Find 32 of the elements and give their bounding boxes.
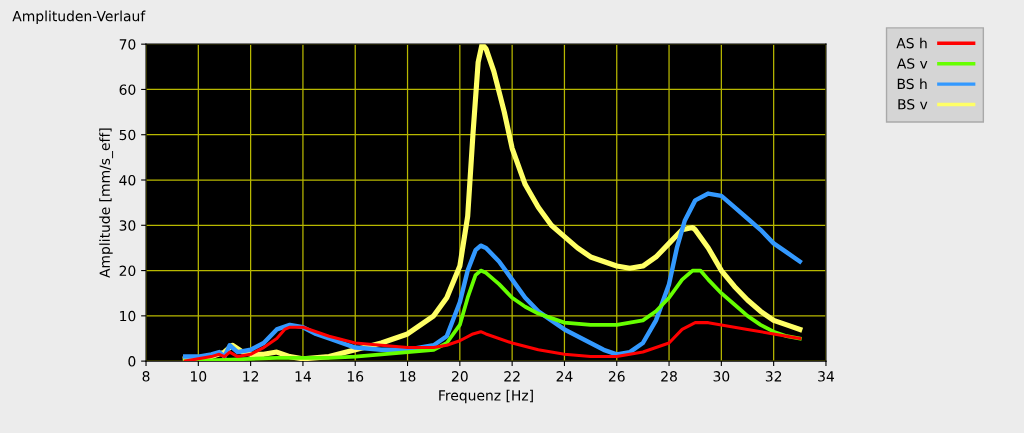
x-tick-label: 20 — [452, 371, 468, 382]
y-tick-label: 20 — [119, 265, 136, 277]
line-series — [183, 191, 803, 359]
x-tick-label: 24 — [556, 371, 573, 382]
x-tick-label: 18 — [400, 371, 416, 382]
legend-label: BS v — [898, 99, 928, 110]
y-tick-label: 10 — [120, 310, 136, 322]
x-tick-label: 14 — [295, 371, 311, 382]
y-axis-title: Amplitude [mm/s_eff] — [99, 128, 114, 278]
y-tick-label: 50 — [119, 129, 136, 141]
x-tick-label: 10 — [191, 371, 207, 382]
line-series — [183, 321, 802, 362]
y-tick-label: 40 — [119, 174, 136, 186]
x-tick-label: 34 — [818, 371, 835, 382]
y-tick-label: 0 — [128, 356, 136, 367]
legend-label: AS v — [896, 58, 928, 69]
x-tick-label: 22 — [504, 371, 520, 382]
x-tick-label: 30 — [713, 371, 730, 382]
legend-label: BS h — [897, 78, 927, 90]
x-tick-label: 8 — [142, 371, 150, 382]
line-series — [183, 268, 802, 362]
x-tick-label: 26 — [608, 371, 625, 382]
x-tick-label: 12 — [243, 371, 259, 382]
x-tick-label: 16 — [347, 371, 364, 382]
legend-label: AS h — [896, 37, 927, 49]
x-axis-title: Frequenz [Hz] — [439, 389, 533, 404]
y-tick-label: 70 — [119, 39, 136, 50]
x-tick-label: 32 — [765, 371, 782, 382]
y-tick-label: 60 — [119, 84, 136, 95]
chart-title: Amplituden-Verlauf — [12, 10, 146, 25]
y-tick-label: 30 — [119, 220, 136, 231]
x-tick-label: 28 — [661, 371, 677, 382]
